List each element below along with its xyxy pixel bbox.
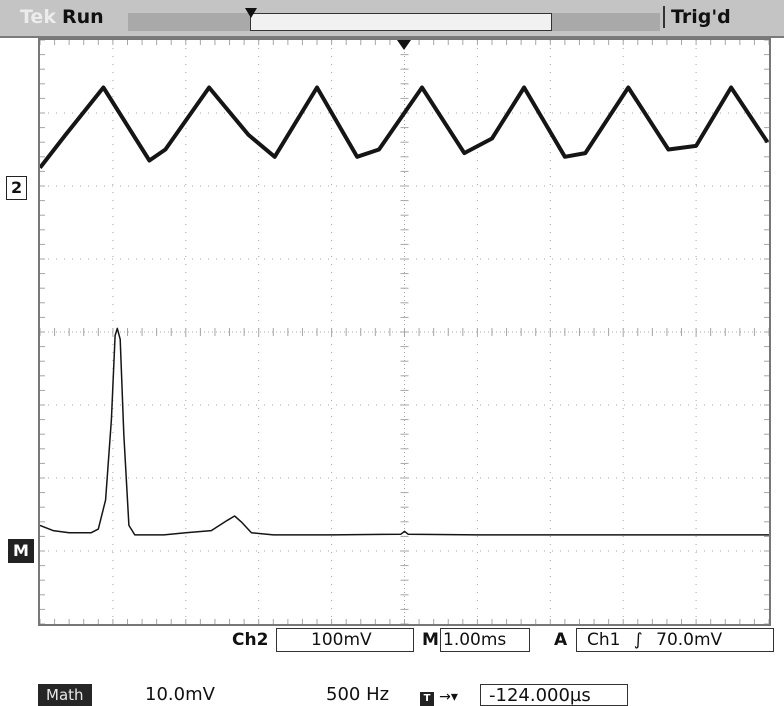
trigger-point-marker-icon bbox=[397, 40, 411, 50]
trigger-position-marker-icon bbox=[245, 8, 257, 18]
record-length-bar bbox=[250, 13, 552, 31]
record-offscreen-left bbox=[128, 13, 250, 31]
timebase-label: M bbox=[422, 630, 439, 650]
math-frequency-readout: 500 Hz bbox=[326, 684, 390, 705]
horizontal-position-readout: -124.000µs bbox=[480, 684, 628, 706]
waveform-plot bbox=[40, 40, 769, 624]
trigger-slope-icon: ∫ bbox=[633, 630, 643, 650]
trigger-readout: Ch1 ∫ 70.0mV bbox=[576, 628, 774, 652]
channel2-label: Ch2 bbox=[232, 630, 269, 650]
horizontal-position-indicator: T →▾ bbox=[420, 686, 458, 706]
channel2-vdiv-readout: 100mV bbox=[276, 628, 414, 652]
trigger-icon: T bbox=[420, 692, 434, 706]
arrow-icon: →▾ bbox=[439, 689, 458, 705]
trigger-level: 70.0mV bbox=[656, 630, 723, 650]
timebase-readout: 1.00ms bbox=[440, 628, 530, 652]
trigger-source: Ch1 bbox=[587, 630, 621, 650]
trigger-label: A bbox=[554, 630, 568, 650]
math-vdiv-readout: 10.0mV bbox=[145, 684, 215, 705]
math-ground-marker: M bbox=[8, 539, 34, 563]
acquisition-state: Run bbox=[62, 6, 104, 28]
spectrum-trace bbox=[40, 327, 769, 536]
triangle-wave-trace bbox=[40, 85, 769, 170]
status-bar: Tek Run Trig'd bbox=[0, 0, 784, 38]
channel2-ground-marker: 2 bbox=[6, 176, 28, 200]
record-offscreen-right bbox=[552, 13, 660, 31]
trigger-state: Trig'd bbox=[663, 6, 731, 28]
math-badge: Math bbox=[38, 684, 92, 706]
graticule bbox=[38, 38, 771, 626]
brand-label: Tek bbox=[20, 6, 56, 28]
